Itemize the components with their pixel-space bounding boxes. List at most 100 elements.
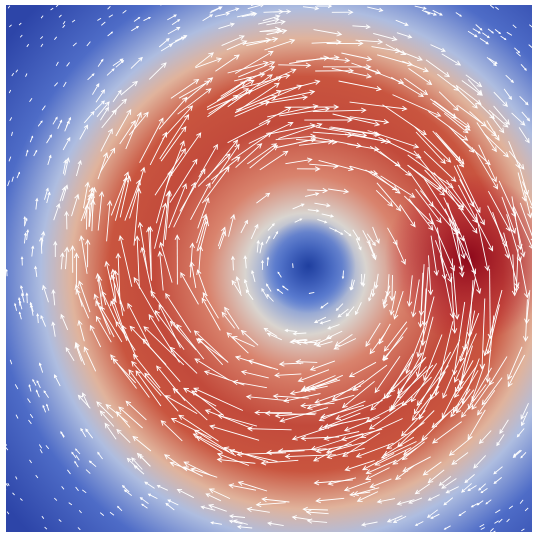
vector-arrow-shaft xyxy=(248,360,279,371)
vector-arrow-shaft xyxy=(320,319,331,324)
vector-arrow-shaft xyxy=(416,365,449,406)
vector-arrow-head xyxy=(64,210,69,216)
vector-arrow-shaft xyxy=(101,21,106,26)
vector-arrow-shaft xyxy=(432,421,462,444)
vector-arrow-shaft xyxy=(45,445,50,450)
vector-arrow-shaft xyxy=(208,504,227,512)
vector-arrow-head xyxy=(380,137,387,144)
vector-arrow-head xyxy=(231,336,238,341)
vector-arrow-head xyxy=(417,322,424,328)
vector-arrow-shaft xyxy=(19,300,23,310)
vector-arrow-shaft xyxy=(505,74,514,83)
vector-arrow-shaft xyxy=(259,150,288,171)
vector-arrow-head xyxy=(229,514,234,519)
vector-arrow-shaft xyxy=(232,76,282,102)
vector-arrow-head xyxy=(491,146,497,153)
vector-arrow-shaft xyxy=(443,197,464,241)
vector-arrow-head xyxy=(173,14,177,18)
vector-arrow-head xyxy=(183,35,188,39)
vector-arrow-head xyxy=(452,407,458,414)
vector-arrow-shaft xyxy=(519,257,528,298)
vector-arrow-head xyxy=(203,370,210,376)
vector-arrow-head xyxy=(335,307,339,311)
vector-arrow-head xyxy=(87,194,93,201)
vector-arrow-shaft xyxy=(293,332,307,335)
vector-arrow-head xyxy=(266,332,272,337)
vector-arrow-shaft xyxy=(6,447,9,451)
vector-arrow-head xyxy=(40,315,44,319)
vector-arrow-head xyxy=(265,192,271,198)
vector-arrow-shaft xyxy=(115,60,124,68)
vector-arrow-head xyxy=(396,501,402,506)
vector-arrow-shaft xyxy=(136,236,140,289)
vector-arrow-shaft xyxy=(229,515,246,518)
vector-arrow-head xyxy=(391,36,398,42)
vector-arrow-head xyxy=(442,392,448,399)
vector-arrow-head xyxy=(394,188,401,194)
vector-arrow-shaft xyxy=(66,62,70,67)
vector-arrow-head xyxy=(489,113,495,120)
vector-arrow-head xyxy=(323,423,330,429)
vector-arrow-head xyxy=(416,400,422,407)
vector-arrow-head xyxy=(146,226,152,233)
vector-arrow-head xyxy=(140,246,146,253)
vector-arrow-head xyxy=(341,276,345,280)
vector-arrow-head xyxy=(302,94,309,101)
vector-arrow-head xyxy=(286,9,292,14)
vector-arrow-head xyxy=(406,301,413,307)
vector-arrow-shaft xyxy=(247,428,292,431)
vector-arrow-head xyxy=(74,343,80,349)
vector-arrow-shaft xyxy=(29,413,34,419)
vector-arrow-head xyxy=(404,22,409,26)
vector-arrow-head xyxy=(133,276,139,283)
vector-arrow-head xyxy=(263,60,269,67)
vector-arrow-shaft xyxy=(64,158,69,176)
vector-arrow-head xyxy=(297,377,304,383)
vector-arrow-shaft xyxy=(368,288,373,301)
vector-arrow-head xyxy=(158,117,164,124)
vector-arrow-shaft xyxy=(453,165,475,207)
vector-arrow-shaft xyxy=(198,338,224,366)
vector-arrow-head xyxy=(427,497,432,501)
vector-arrow-shaft xyxy=(95,300,115,338)
vector-arrow-shaft xyxy=(425,59,450,77)
vector-arrow-shaft xyxy=(52,117,58,125)
vector-arrow-head xyxy=(511,290,518,297)
vector-arrow-shaft xyxy=(83,346,97,372)
vector-arrow-head xyxy=(204,80,211,86)
vector-arrow-shaft xyxy=(189,243,193,278)
vector-arrow-head xyxy=(272,144,279,151)
vector-arrow-shaft xyxy=(303,508,328,511)
vector-arrow-head xyxy=(230,213,236,220)
vector-arrow-head xyxy=(267,235,271,239)
vector-arrow-head xyxy=(278,9,284,15)
vector-arrow-head xyxy=(224,306,230,313)
vector-arrow-shaft xyxy=(483,133,509,158)
vector-arrow-shaft xyxy=(458,184,493,251)
vector-arrow-shaft xyxy=(447,202,465,259)
vector-arrow-head xyxy=(315,342,321,348)
vector-arrow-shaft xyxy=(128,369,150,398)
vector-arrow-head xyxy=(385,290,391,297)
vector-arrow-shaft xyxy=(375,447,412,466)
vector-arrow-shaft xyxy=(202,14,213,22)
vector-arrow-head xyxy=(411,415,418,421)
vector-arrow-shaft xyxy=(261,96,308,105)
vector-arrow-head xyxy=(365,341,371,348)
vector-arrow-shaft xyxy=(435,321,454,396)
vector-arrow-shaft xyxy=(71,452,77,459)
vector-arrow-shaft xyxy=(251,270,256,283)
vector-arrow-head xyxy=(422,6,427,10)
vector-arrow-shaft xyxy=(428,213,455,271)
vector-arrow-shaft xyxy=(217,227,226,247)
vector-arrow-head xyxy=(375,86,382,92)
vector-arrow-shaft xyxy=(144,481,155,489)
vector-arrow-head xyxy=(75,288,81,295)
vector-arrow-shaft xyxy=(390,291,397,315)
vector-arrow-shaft xyxy=(60,314,69,331)
vector-arrow-head xyxy=(112,358,118,364)
vector-arrow-shaft xyxy=(521,528,525,532)
vector-arrow-shaft xyxy=(266,283,272,292)
vector-arrow-shaft xyxy=(133,277,160,322)
vector-arrow-head xyxy=(510,228,516,234)
